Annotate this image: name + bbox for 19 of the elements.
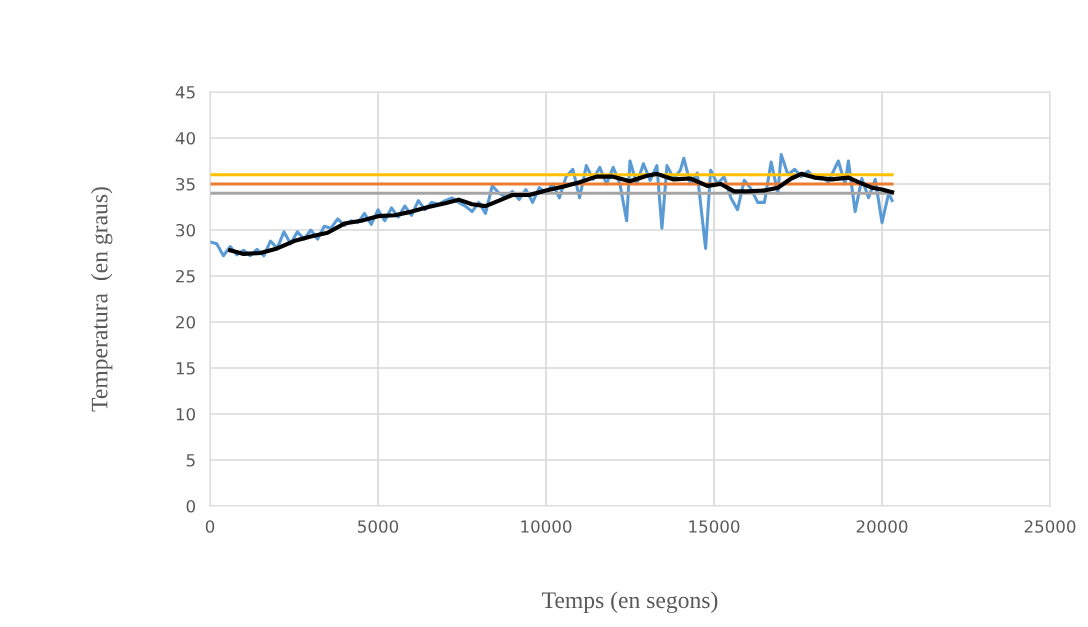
x-tick-label: 25000 [1024, 520, 1076, 533]
y-tick-label: 0 [186, 499, 195, 513]
y-tick-label: 20 [176, 315, 195, 329]
y-axis-title: Temperatura (en graus) [90, 187, 113, 412]
y-tick-label: 15 [176, 362, 195, 375]
x-tick-label: 5000 [358, 520, 399, 533]
y-tick-label: 45 [175, 86, 195, 99]
y-tick-label: 40 [175, 131, 195, 145]
y-tick-label: 5 [186, 454, 195, 467]
y-tick-label: 10 [176, 407, 195, 421]
x-tick-label: 15000 [689, 520, 740, 533]
line-series [228, 171, 895, 257]
y-tick-label: 30 [176, 223, 195, 237]
y-tick-label: 25 [176, 269, 195, 283]
x-axis-title: Temps (en segons) [542, 591, 718, 614]
x-tick-label: 20000 [856, 520, 908, 533]
y-tick-label: 35 [176, 177, 195, 191]
x-tick-label: 0 [205, 520, 215, 533]
x-tick-label: 10000 [521, 520, 572, 533]
